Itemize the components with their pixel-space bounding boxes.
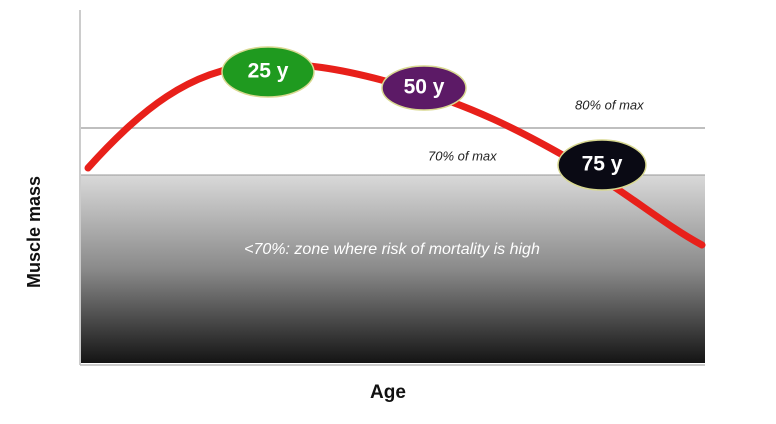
marker-badge: [381, 65, 467, 111]
x-axis-label: Age: [370, 382, 406, 403]
y-axis-label: Muscle mass: [24, 176, 44, 288]
marker-label: 25 y: [248, 60, 289, 83]
label-80: 80% of max: [575, 97, 644, 112]
marker-badge: [557, 139, 647, 191]
marker-label: 50 y: [404, 76, 445, 99]
risk-zone: [81, 175, 705, 363]
label-70: 70% of max: [428, 148, 497, 163]
marker-badge: [221, 46, 315, 98]
marker-label: 75 y: [582, 153, 623, 176]
zone-label: <70%: zone where risk of mortality is hi…: [244, 241, 540, 258]
